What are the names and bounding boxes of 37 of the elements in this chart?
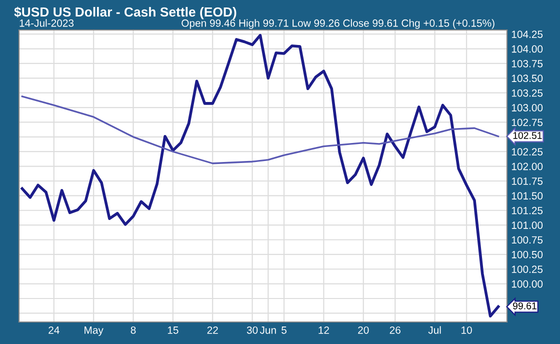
y-tick-label: 100.25 — [512, 266, 543, 273]
x-tick-label: 26 — [390, 326, 400, 334]
y-tick-label: 102.25 — [512, 148, 543, 156]
x-tick-label: Jun — [260, 326, 276, 334]
y-tick-label: 102.75 — [512, 118, 543, 126]
chart-title: $USD US Dollar - Cash Settle (EOD) — [14, 6, 236, 20]
y-tick-label: 101.50 — [512, 192, 543, 200]
y-tick-label: 100.75 — [512, 236, 543, 244]
y-tick-label: 104.00 — [512, 45, 543, 53]
y-tick-label: 102.00 — [512, 162, 543, 170]
x-tick-label: 12 — [318, 326, 329, 334]
x-tick-label: 22 — [207, 326, 218, 334]
line-series — [20, 34, 500, 318]
x-tick-label: May — [84, 326, 104, 336]
y-tick-label: 104.25 — [512, 30, 543, 38]
y-tick-label: 101.75 — [512, 177, 543, 185]
x-tick-label: 5 — [282, 326, 286, 334]
line-series — [21, 96, 500, 164]
data-label: 99.61 — [513, 302, 536, 310]
y-tick-label: 103.75 — [512, 60, 543, 68]
y-tick-label: 103.50 — [512, 74, 543, 82]
y-tick-label: 103.00 — [512, 104, 543, 112]
x-tick-label: 30 — [246, 326, 258, 334]
data-label: 102.51 — [513, 132, 542, 139]
chart-subtitle: 14-Jul-2023 — [20, 19, 74, 27]
x-tick-label: Jul — [428, 326, 441, 334]
text: Open 99.46 High 99.71 Low 99.26 Close 99.61 Chg +0.15 (+0.15%) — [182, 19, 494, 29]
x-tick-label: 24 — [48, 326, 60, 334]
y-tick-label: 100.50 — [512, 250, 543, 258]
x-tick-label: 10 — [462, 326, 472, 334]
y-tick-label: 101.25 — [512, 206, 543, 214]
y-tick-label: 103.25 — [512, 89, 543, 97]
x-tick-label: 15 — [168, 326, 178, 334]
y-tick-label: 100.00 — [512, 280, 543, 288]
x-tick-label: 20 — [358, 326, 369, 334]
y-tick-label: 101.00 — [512, 222, 543, 229]
x-tick-label: 8 — [130, 326, 136, 334]
